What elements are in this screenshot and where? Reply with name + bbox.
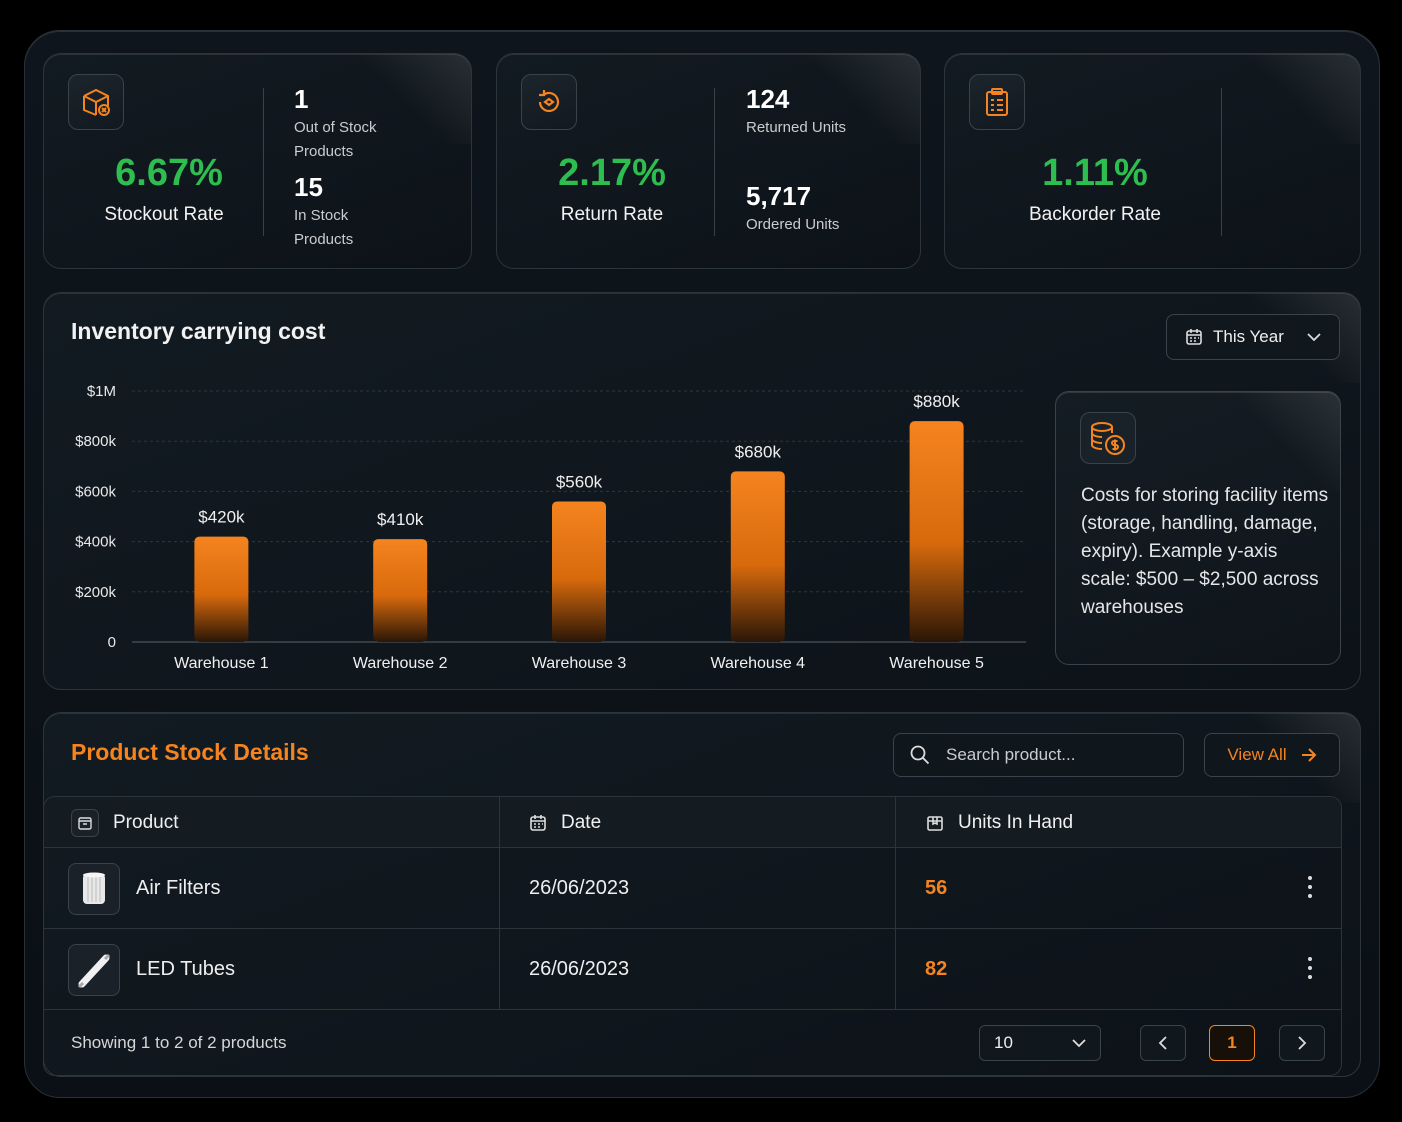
stockout-rate-label: Stockout Rate [104,204,224,225]
box-x-icon [68,74,124,130]
y-tick-label: $800k [75,433,116,450]
backorder-rate-label: Backorder Rate [1028,204,1161,225]
units-cell: 56 [925,877,948,899]
stock-table: Product Date Units In Hand Air Filters 2… [43,796,1342,1076]
page-1-button[interactable]: 1 [1209,1025,1255,1061]
y-tick-label: 0 [108,634,116,651]
page-size-select[interactable]: 10 [979,1025,1101,1061]
bar-1[interactable] [194,536,249,642]
x-category-label: Warehouse 1 [174,655,269,672]
ordered-units-label: Ordered Units [746,216,840,233]
cost-info-text: Costs for storing facility items (storag… [1081,485,1329,618]
more-options-icon[interactable] [1307,957,1313,983]
y-tick-label: $400k [75,534,116,551]
divider [263,88,264,236]
table-header: Product Date Units In Hand [44,797,1341,848]
header-date[interactable]: Date [529,797,601,848]
bar-value-label: $410k [377,510,424,529]
clipboard-icon [969,74,1025,130]
ordered-units-count: 5,717 [746,181,812,211]
inventory-bar-chart: 0 $200k $400k $600k $800k $1M $420k Warehouse 1… [75,383,1026,672]
x-category-label: Warehouse 2 [353,655,448,672]
page-size-value: 10 [994,1033,1013,1052]
stockout-card: 6.67% Stockout Rate 1 Out of Stock Produ… [43,53,472,269]
x-category-label: Warehouse 5 [889,655,984,672]
period-label: This Year [1213,327,1284,346]
view-all-label: View All [1227,745,1287,764]
returned-units-label: Returned Units [746,119,847,136]
out-of-stock-label: Out of Stock Products [294,119,377,160]
stock-title: Product Stock Details [71,739,309,765]
units-cell: 82 [925,958,948,980]
search-icon [910,745,930,765]
search-input[interactable]: Search product... [893,733,1184,777]
table-row[interactable]: LED Tubes 26/06/2023 82 [44,929,1341,1010]
calendar-icon [530,814,546,831]
bar-4[interactable] [730,471,785,642]
product-name: Air Filters [136,877,221,899]
chevron-down-icon [1072,1039,1086,1048]
y-tick-label: $1M [87,383,116,400]
returned-units-count: 124 [746,84,790,114]
search-placeholder: Search product... [946,745,1076,764]
backorder-rate-value: 1.11% [1042,152,1148,194]
divider [1221,88,1222,236]
column-divider [499,797,500,1010]
in-stock-count: 15 [294,172,323,202]
air-filter-image [68,862,120,915]
date-cell: 26/06/2023 [529,958,630,980]
period-dropdown[interactable]: This Year [1166,314,1340,360]
bar-3[interactable] [552,501,606,642]
bar-value-label: $420k [198,508,245,527]
prev-page-button[interactable] [1140,1025,1186,1061]
bar-value-label: $560k [556,472,603,491]
return-card: 2.17% Return Rate 124 Returned Units 5,7… [496,53,921,269]
column-divider [895,797,896,1010]
view-all-button[interactable]: View All [1204,733,1340,777]
header-product[interactable]: Product [71,797,178,848]
coins-dollar-icon [1080,412,1136,464]
product-cell: Air Filters [68,848,220,929]
bar-value-label: $680k [735,442,782,461]
in-stock-label: In Stock Products [294,207,354,248]
chevron-left-icon [1158,1036,1167,1050]
stockout-rate-value: 6.67% [115,152,223,194]
divider [714,88,715,236]
chevron-down-icon [1307,333,1321,342]
header-units[interactable]: Units In Hand [926,797,1073,848]
header-units-label: Units In Hand [958,811,1074,833]
out-of-stock-count: 1 [294,84,309,114]
calendar-icon [1186,329,1202,345]
next-page-button[interactable] [1279,1025,1325,1061]
bar-5[interactable] [909,421,964,642]
box-calendar-icon [927,815,943,831]
bar-2[interactable] [373,539,428,642]
bar-value-label: $880k [913,392,960,411]
x-category-label: Warehouse 3 [532,655,627,672]
backorder-card: 1.11% Backorder Rate [944,53,1361,269]
header-product-label: Product [113,811,179,833]
y-tick-label: $200k [75,584,116,601]
return-rate-value: 2.17% [558,152,666,194]
x-category-label: Warehouse 4 [711,655,806,672]
date-cell: 26/06/2023 [529,877,630,899]
product-name: LED Tubes [136,958,235,980]
current-page: 1 [1227,1033,1237,1052]
more-options-icon[interactable] [1307,876,1313,902]
box-icon [71,808,99,837]
pagination-summary: Showing 1 to 2 of 2 products [71,1033,287,1052]
y-tick-label: $600k [75,483,116,500]
return-icon [521,74,577,130]
arrow-right-icon [1301,748,1317,762]
return-rate-label: Return Rate [560,204,664,225]
header-date-label: Date [561,811,602,833]
led-tube-image [68,943,120,996]
cost-info-card: Costs for storing facility items (storag… [1055,391,1341,665]
inventory-title: Inventory carrying cost [71,318,326,344]
chevron-right-icon [1298,1036,1307,1050]
table-row[interactable]: Air Filters 26/06/2023 56 [44,848,1341,929]
product-cell: LED Tubes [68,929,235,1010]
